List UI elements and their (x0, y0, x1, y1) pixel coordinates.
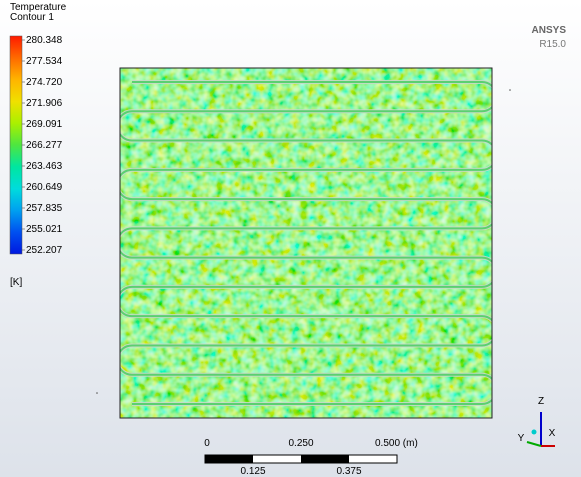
legend-label: 274.720 (26, 77, 63, 88)
legend-title: Contour 1 (10, 12, 54, 23)
contour-plot (117, 68, 496, 418)
scale-label: 0.500 (m) (375, 438, 418, 449)
logo: ANSYS (532, 25, 567, 36)
legend-label: 269.091 (26, 119, 63, 130)
legend-unit: [K] (10, 277, 22, 288)
legend-label: 252.207 (26, 245, 63, 256)
dot (96, 392, 98, 394)
legend-label: 260.649 (26, 182, 63, 193)
legend-label: 257.835 (26, 203, 63, 214)
legend-label: 266.277 (26, 140, 63, 151)
dot (509, 89, 511, 91)
viewport: Temperature Contour 1 280.348277.534274.… (0, 0, 581, 477)
legend-label: 277.534 (26, 56, 63, 67)
scale-segment (301, 455, 349, 463)
scale-label: 0.250 (288, 438, 313, 449)
logo-version: R15.0 (539, 39, 566, 50)
axis-label: X (549, 428, 556, 439)
legend-label: 271.906 (26, 98, 63, 109)
scale-label: 0.125 (240, 466, 265, 477)
legend-label: 263.463 (26, 161, 63, 172)
axis-label: Z (538, 396, 544, 407)
scale-label: 0 (204, 438, 210, 449)
legend-label: 255.021 (26, 224, 63, 235)
axis-label: Y (518, 433, 525, 444)
triad-dot (532, 430, 537, 435)
legend-label: 280.348 (26, 35, 63, 46)
scale-label: 0.375 (336, 466, 361, 477)
contour-noise (120, 68, 492, 418)
color-bar (10, 36, 22, 254)
scale-segment (205, 455, 253, 463)
